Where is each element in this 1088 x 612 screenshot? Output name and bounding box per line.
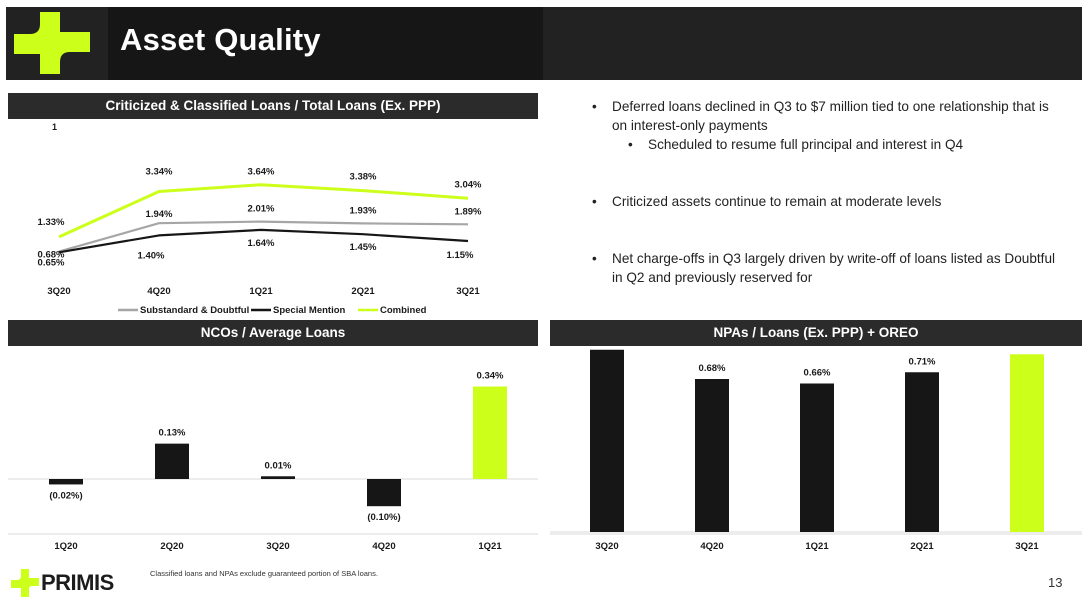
data-label: 3.64%: [248, 167, 275, 178]
data-label: 0.13%: [159, 428, 186, 439]
legend-label: Special Mention: [273, 305, 346, 316]
page-title: Asset Quality: [120, 22, 321, 57]
bar: [905, 372, 939, 532]
x-tick-label: 1Q20: [54, 541, 77, 552]
data-label: 0.65%: [38, 257, 65, 268]
legend-label: Substandard & Doubtful: [140, 305, 249, 316]
bar: [695, 379, 729, 532]
data-label: 1.64%: [248, 238, 275, 249]
criticized-loans-header: Criticized & Classified Loans / Total Lo…: [8, 93, 538, 119]
bullet-deferred-loans: Deferred loans declined in Q3 to $7 mill…: [588, 97, 1058, 154]
x-tick-label: 3Q21: [456, 286, 480, 297]
line-series-3: [58, 183, 469, 239]
data-label: 3.38%: [350, 172, 377, 183]
bar: [473, 386, 507, 479]
bar: [800, 383, 834, 532]
bullet-list: Deferred loans declined in Q3 to $7 mill…: [588, 97, 1058, 287]
data-label: 1.89%: [455, 206, 482, 217]
bar: [49, 479, 83, 485]
data-label: 1.45%: [350, 242, 377, 253]
data-label: 0.68%: [699, 363, 726, 374]
footer-logo-text: PRIMIS: [41, 570, 114, 595]
data-label: 1.94%: [146, 209, 173, 220]
x-tick-label: 1Q21: [805, 541, 829, 552]
x-tick-label: 2Q21: [351, 286, 375, 297]
x-tick-label: 4Q20: [147, 286, 170, 297]
npas-chart: 0.68% 0.66% 0.71% 3Q20 4Q20 1Q21 2Q21 3Q21: [550, 349, 1082, 552]
data-label: 3.04%: [455, 179, 482, 190]
page-number: 13: [1048, 575, 1063, 590]
data-label: 0.34%: [477, 371, 504, 382]
x-tick-label: 1Q21: [249, 286, 273, 297]
footer-logo-icon: [11, 569, 39, 597]
data-label: 0.68%: [38, 250, 65, 261]
data-label: 0.01%: [265, 460, 292, 471]
criticized-loans-chart: 0.68% 1.94% 2.01% 1.93% 1.89% 0.65% 1.40% 1.64%…: [38, 167, 482, 316]
bar: [367, 479, 401, 507]
bar: [261, 476, 295, 479]
ncos-header: NCOs / Average Loans: [8, 320, 538, 346]
x-tick-label: 4Q20: [372, 541, 395, 552]
x-tick-label: 2Q21: [910, 541, 934, 552]
bar: [590, 349, 624, 532]
data-label: 0.71%: [909, 356, 936, 367]
data-label: 0.66%: [804, 368, 831, 379]
x-tick-label: 3Q20: [47, 286, 70, 297]
bullet-net-chargeoffs: Net charge-offs in Q3 largely driven by …: [588, 249, 1058, 287]
line-series-2: [58, 228, 469, 254]
primis-logo-icon: [14, 12, 90, 74]
bar: [1010, 354, 1044, 532]
data-label: 1.40%: [138, 250, 165, 261]
sub-bullet-resume: Scheduled to resume full principal and i…: [612, 135, 1058, 154]
bar: [155, 443, 189, 479]
ncos-chart: (0.02%) 0.13% 0.01% (0.10%) 0.34% 1Q20 2Q20 3Q2…: [8, 371, 538, 552]
data-label: (0.10%): [367, 512, 400, 523]
line-series-1: [58, 220, 469, 253]
npas-header: NPAs / Loans (Ex. PPP) + OREO: [550, 320, 1082, 346]
x-tick-label: 3Q21: [1015, 541, 1039, 552]
data-label: 3.34%: [146, 167, 173, 178]
data-label: 2.01%: [248, 204, 275, 215]
bullet-criticized-assets: Criticized assets continue to remain at …: [588, 192, 1058, 211]
x-tick-label: 2Q20: [160, 541, 183, 552]
x-tick-label: 3Q20: [266, 541, 289, 552]
x-tick-label: 1Q21: [478, 541, 502, 552]
x-tick-label: 4Q20: [700, 541, 723, 552]
footnote-marker: 1: [52, 122, 58, 132]
x-tick-label: 3Q20: [595, 541, 618, 552]
legend-label: Combined: [380, 305, 427, 316]
data-label: 1.15%: [447, 250, 474, 261]
title-bar-accent: [108, 7, 543, 80]
data-label: 1.33%: [38, 217, 65, 228]
data-label: 1.93%: [350, 205, 377, 216]
footnote: Classified loans and NPAs exclude guaran…: [150, 569, 378, 578]
data-label: (0.02%): [49, 490, 82, 501]
